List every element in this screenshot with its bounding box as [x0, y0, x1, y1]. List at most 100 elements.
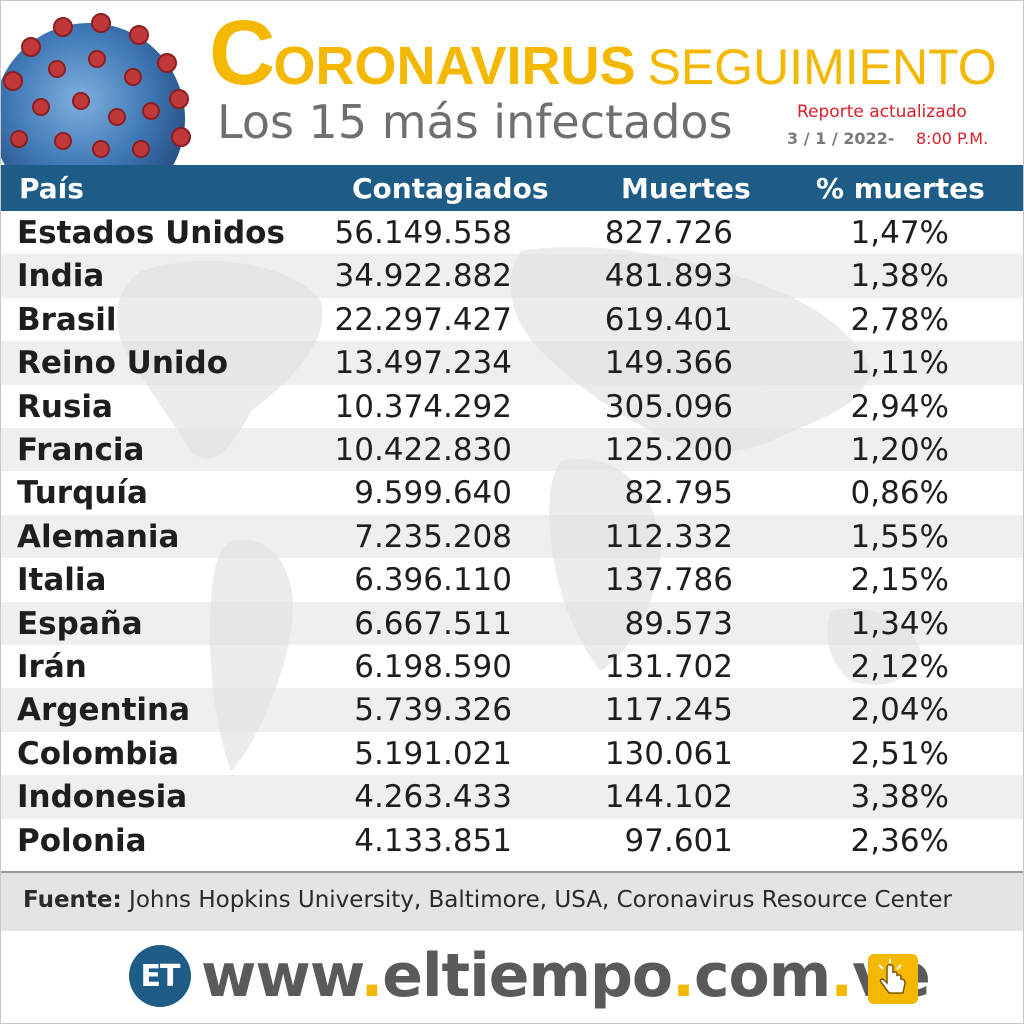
country-cell: Rusia [17, 388, 113, 425]
country-cell: Indonesia [17, 779, 188, 816]
table-row: Francia 10.422.830 125.200 1,20% [1, 428, 1023, 472]
death-rate-cell: 1,11% [850, 345, 949, 382]
table-row: Estados Unidos 56.149.558 827.726 1,47% [1, 211, 1023, 254]
country-cell: Italia [17, 562, 107, 599]
death-rate-cell: 2,15% [850, 562, 949, 599]
pointing-hand-icon[interactable] [867, 953, 919, 1005]
title-main: ORONAVIRUS [273, 36, 636, 96]
death-rate-cell: 1,38% [850, 258, 949, 295]
subtitle: Los 15 más infectados [217, 95, 733, 149]
deaths-cell: 144.102 [604, 779, 733, 816]
cases-cell: 22.297.427 [334, 301, 513, 338]
table-row: Indonesia 4.263.433 144.102 3,38% [1, 775, 1023, 819]
cases-cell: 10.422.830 [334, 432, 513, 468]
death-rate-cell: 1,47% [850, 215, 949, 251]
country-cell: Brasil [17, 301, 117, 338]
column-header-country: País [19, 172, 84, 205]
cases-cell: 7.235.208 [354, 518, 512, 555]
source-line: Fuente: Johns Hopkins University, Baltim… [23, 887, 952, 913]
table-row: Argentina 5.739.326 117.245 2,04% [1, 688, 1023, 732]
table-row: Turquía 9.599.640 82.795 0,86% [1, 471, 1023, 514]
cases-cell: 5.739.326 [354, 692, 512, 729]
country-cell: Estados Unidos [17, 215, 285, 251]
deaths-cell: 305.096 [604, 388, 733, 425]
deaths-cell: 149.366 [604, 345, 733, 382]
deaths-cell: 89.573 [624, 605, 733, 642]
country-cell: Reino Unido [17, 345, 229, 382]
country-cell: Francia [17, 432, 145, 468]
url-part: com [693, 941, 831, 1011]
deaths-cell: 125.200 [604, 432, 733, 468]
deaths-cell: 481.893 [604, 258, 733, 295]
table-row: Italia 6.396.110 137.786 2,15% [1, 558, 1023, 601]
table-row: España 6.667.511 89.573 1,34% [1, 601, 1023, 645]
url-dot: . [830, 941, 853, 1011]
table-row: Brasil 22.297.427 619.401 2,78% [1, 298, 1023, 341]
footer: ET www.eltiempo.com.ve [1, 931, 1023, 1023]
death-rate-cell: 1,20% [850, 432, 949, 468]
url-part: www [201, 941, 361, 1011]
url-dot: . [672, 941, 695, 1011]
table-row: Colombia 5.191.021 130.061 2,51% [1, 732, 1023, 775]
table-row: India 34.922.882 481.893 1,38% [1, 254, 1023, 298]
cases-cell: 6.667.511 [354, 605, 512, 642]
url-dot: . [360, 941, 383, 1011]
table-row: Alemania 7.235.208 112.332 1,55% [1, 514, 1023, 559]
title: CORONAVIRUS SEGUIMIENTO [209, 1, 997, 106]
country-cell: Colombia [17, 735, 180, 772]
report-date: 3 / 1 / 2022- [787, 129, 895, 148]
data-table: País Contagiados Muertes % muertes Estad… [1, 165, 1023, 871]
death-rate-cell: 0,86% [850, 475, 949, 512]
cases-cell: 4.263.433 [354, 779, 512, 816]
deaths-cell: 131.702 [604, 649, 733, 685]
deaths-cell: 827.726 [604, 215, 733, 251]
death-rate-cell: 1,34% [850, 605, 949, 642]
deaths-cell: 112.332 [604, 518, 733, 555]
table-body: Estados Unidos 56.149.558 827.726 1,47% Indi… [1, 211, 1023, 871]
death-rate-cell: 2,78% [850, 301, 949, 338]
deaths-cell: 619.401 [604, 301, 733, 338]
report-label: Reporte actualizado [797, 102, 967, 122]
country-cell: Irán [17, 649, 87, 685]
cases-cell: 56.149.558 [334, 215, 513, 251]
table-row: Polonia 4.133.851 97.601 2,36% [1, 819, 1023, 862]
cases-cell: 6.396.110 [354, 562, 512, 599]
country-cell: Turquía [17, 475, 148, 512]
source-label: Fuente: [23, 887, 122, 913]
deaths-cell: 130.061 [604, 735, 733, 772]
table-row: Rusia 10.374.292 305.096 2,94% [1, 385, 1023, 428]
deaths-cell: 97.601 [624, 822, 733, 859]
death-rate-cell: 3,38% [850, 779, 949, 816]
country-cell: Argentina [17, 692, 190, 729]
source-bar: Fuente: Johns Hopkins University, Baltim… [1, 873, 1023, 931]
deaths-cell: 82.795 [624, 475, 733, 512]
title-secondary: SEGUIMIENTO [647, 39, 997, 95]
eltiempo-logo: ET [129, 945, 191, 1007]
death-rate-cell: 2,12% [850, 649, 949, 685]
column-header-death-rate: % muertes [816, 172, 985, 205]
url-part: eltiempo [382, 941, 673, 1011]
coronavirus-illustration [1, 13, 191, 167]
death-rate-cell: 2,51% [850, 735, 949, 772]
table-row: Irán 6.198.590 131.702 2,12% [1, 645, 1023, 688]
country-cell: España [17, 605, 143, 642]
cases-cell: 34.922.882 [334, 258, 513, 295]
website-url[interactable]: www.eltiempo.com.ve [201, 941, 931, 1011]
death-rate-cell: 2,04% [850, 692, 949, 729]
deaths-cell: 137.786 [604, 562, 733, 599]
deaths-cell: 117.245 [604, 692, 733, 729]
cases-cell: 13.497.234 [334, 345, 513, 382]
divider [1, 871, 1023, 873]
cases-cell: 5.191.021 [354, 735, 512, 772]
source-text: Johns Hopkins University, Baltimore, USA… [129, 887, 952, 913]
cases-cell: 4.133.851 [354, 822, 512, 859]
country-cell: Polonia [17, 822, 147, 859]
death-rate-cell: 2,94% [850, 388, 949, 425]
death-rate-cell: 2,36% [850, 822, 949, 859]
title-initial: C [209, 2, 275, 104]
country-cell: Alemania [17, 518, 180, 555]
cases-cell: 9.599.640 [354, 475, 512, 512]
death-rate-cell: 1,55% [850, 518, 949, 555]
column-header-cases: Contagiados [352, 172, 549, 205]
